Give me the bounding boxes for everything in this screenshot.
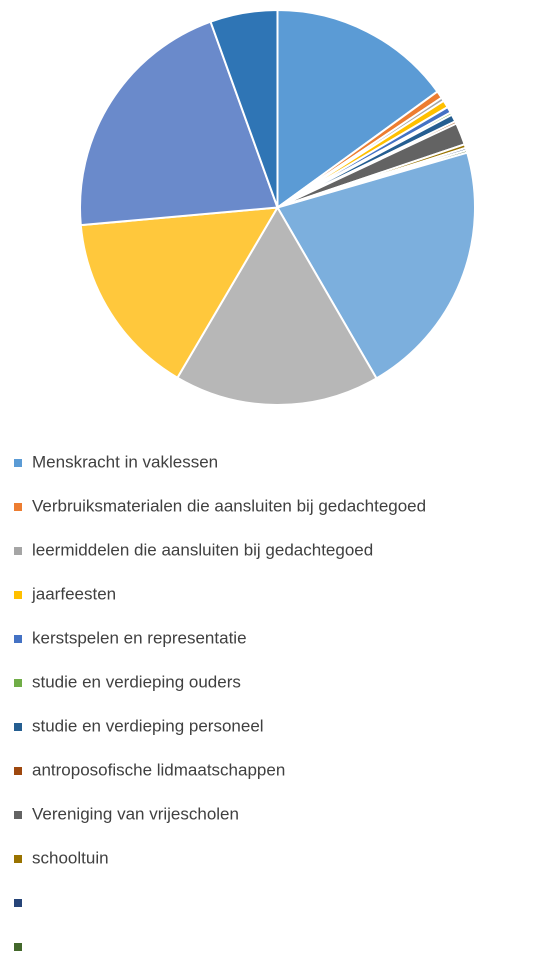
legend-swatch xyxy=(14,679,22,687)
legend-swatch xyxy=(14,943,22,951)
legend-swatch xyxy=(14,855,22,863)
pie-slice xyxy=(209,9,279,209)
pie-slice xyxy=(276,151,476,380)
legend-swatch xyxy=(14,459,22,467)
legend-label: Menskracht in vaklessen xyxy=(32,452,218,471)
legend-label: antroposofische lidmaatschappen xyxy=(32,760,285,779)
pie-slice xyxy=(176,206,378,406)
legend-swatch xyxy=(14,723,22,731)
legend-swatch xyxy=(14,591,22,599)
legend-label: studie en verdieping personeel xyxy=(32,716,264,735)
legend-label: jaarfeesten xyxy=(31,584,116,603)
legend-swatch xyxy=(14,503,22,511)
legend-label: kerstspelen en representatie xyxy=(32,628,247,647)
legend-swatch xyxy=(14,547,22,555)
legend-label: studie en verdieping ouders xyxy=(32,672,241,691)
legend-swatch xyxy=(14,811,22,819)
pie-slice xyxy=(276,9,439,209)
legend-swatch xyxy=(14,899,22,907)
legend-label: schooltuin xyxy=(32,848,109,867)
legend-label: Verbruiksmaterialen die aansluiten bij g… xyxy=(32,496,426,515)
legend-swatch xyxy=(14,767,22,775)
legend-swatch xyxy=(14,635,22,643)
legend-label: leermiddelen die aansluiten bij gedachte… xyxy=(32,540,373,559)
legend-label: Vereniging van vrijescholen xyxy=(32,804,239,823)
pie-slice xyxy=(79,206,279,379)
